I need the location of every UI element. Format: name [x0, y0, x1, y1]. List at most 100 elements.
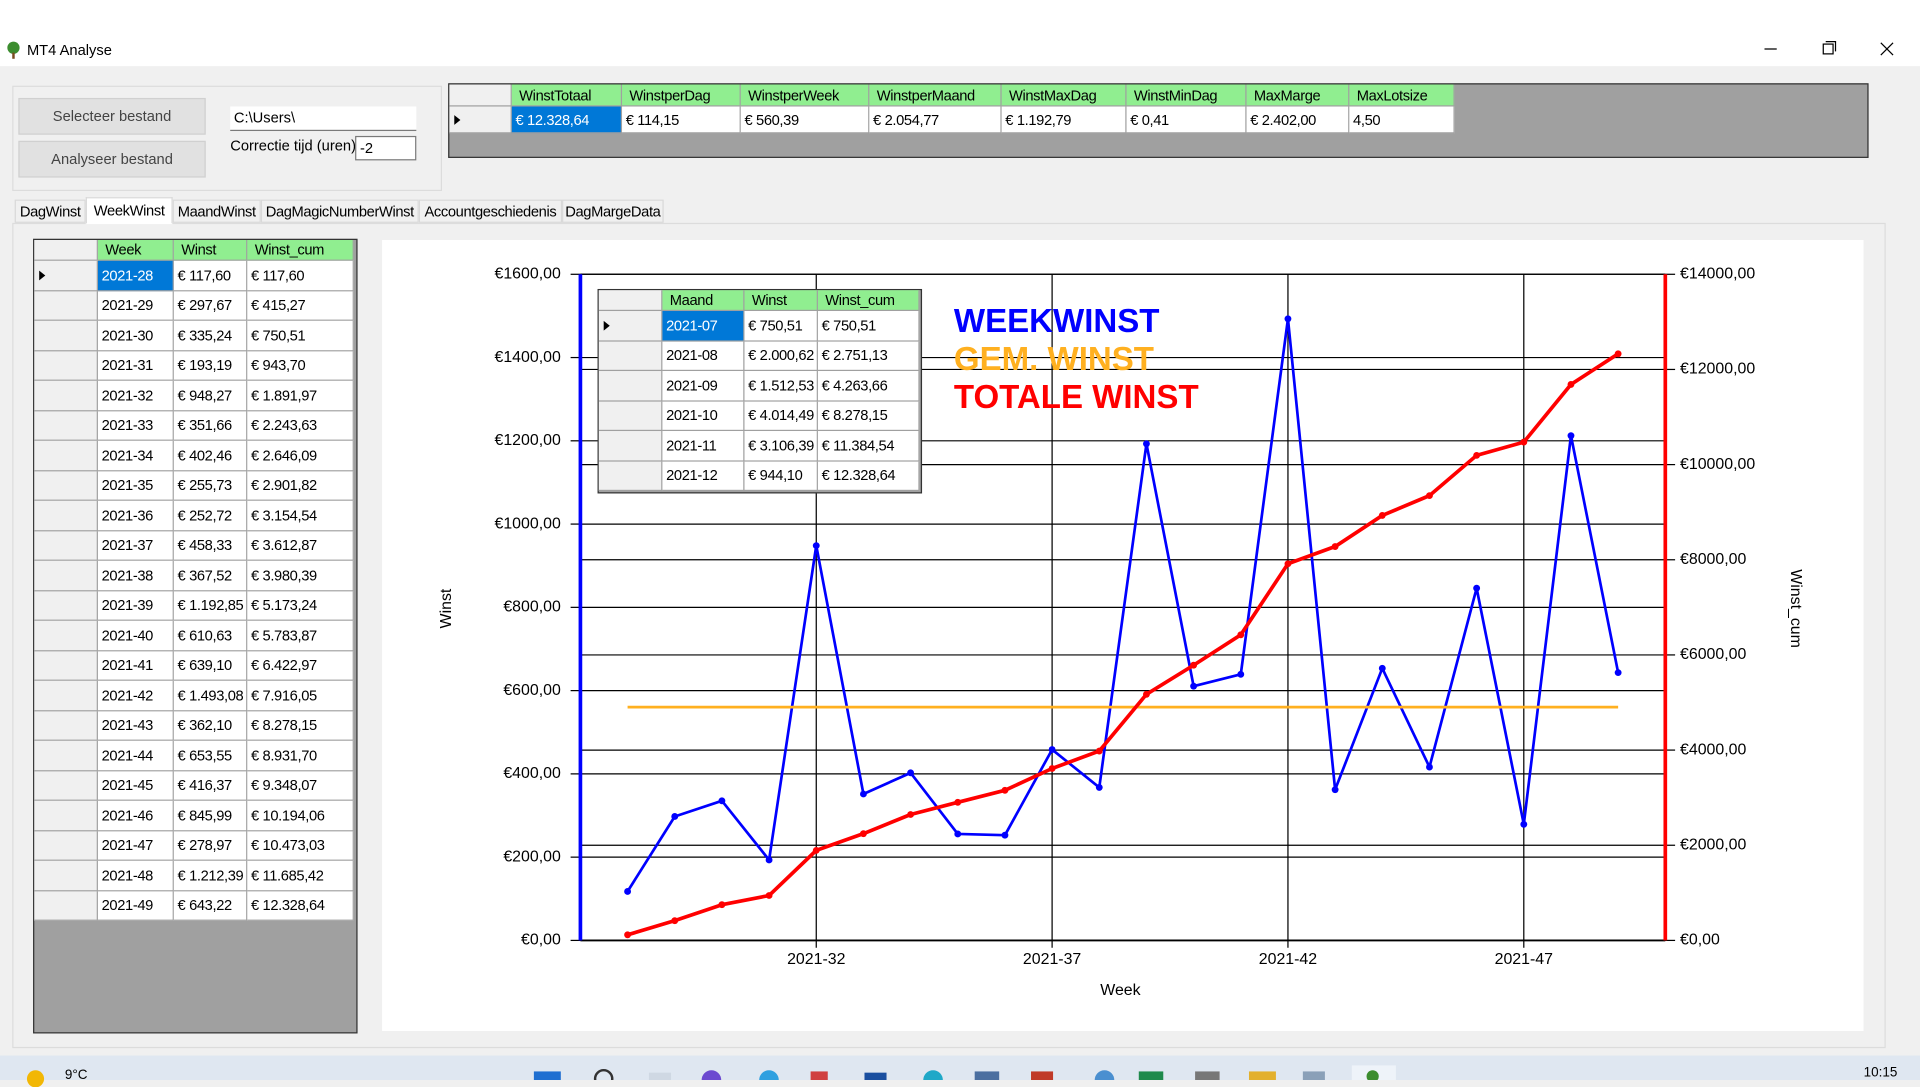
cell[interactable]: € 2.000,62: [744, 341, 818, 372]
analyse-button[interactable]: Analyseer bestand: [18, 140, 206, 178]
cell[interactable]: 2021-42: [97, 680, 174, 711]
cell[interactable]: € 117,60: [247, 260, 354, 291]
select-button[interactable]: Selecteer bestand: [18, 97, 206, 135]
cell[interactable]: 2021-10: [662, 401, 745, 432]
cell[interactable]: € 402,46: [173, 440, 248, 471]
cell[interactable]: € 610,63: [173, 620, 248, 651]
cell[interactable]: € 8.278,15: [817, 401, 920, 432]
cell[interactable]: 2021-40: [97, 620, 174, 651]
tab[interactable]: Accountgeschiedenis: [418, 199, 563, 223]
window-controls[interactable]: [1751, 37, 1904, 61]
cell[interactable]: € 639,10: [173, 650, 248, 681]
cell[interactable]: € 944,10: [744, 461, 818, 492]
path-input[interactable]: C:\Users\: [230, 106, 417, 132]
cell[interactable]: 4,50: [1349, 106, 1455, 134]
cell[interactable]: € 11.384,54: [817, 431, 920, 462]
cell[interactable]: € 1.493,08: [173, 680, 248, 711]
cell[interactable]: € 2.646,09: [247, 440, 354, 471]
cell[interactable]: 2021-36: [97, 500, 174, 531]
cell[interactable]: € 3.106,39: [744, 431, 818, 462]
cell[interactable]: 2021-11: [662, 431, 745, 462]
cell[interactable]: 2021-12: [662, 461, 745, 492]
cell[interactable]: € 2.751,13: [817, 341, 920, 372]
cell[interactable]: 2021-30: [97, 320, 174, 351]
cell[interactable]: 2021-29: [97, 290, 174, 321]
cell[interactable]: € 252,72: [173, 500, 248, 531]
tab[interactable]: DagMagicNumberWinst: [260, 199, 419, 223]
cell[interactable]: € 367,52: [173, 560, 248, 591]
tab[interactable]: WeekWinst: [85, 197, 173, 225]
cell[interactable]: € 653,55: [173, 740, 248, 771]
cell[interactable]: 2021-39: [97, 590, 174, 621]
cell[interactable]: € 416,37: [173, 770, 248, 801]
cell[interactable]: € 255,73: [173, 470, 248, 501]
cell[interactable]: € 2.054,77: [869, 106, 1002, 134]
cell[interactable]: € 3.154,54: [247, 500, 354, 531]
correction-input[interactable]: -2: [355, 135, 417, 161]
taskbar-icons[interactable]: [527, 1065, 1409, 1081]
cell[interactable]: € 750,51: [817, 311, 920, 342]
cell[interactable]: 2021-44: [97, 740, 174, 771]
cell[interactable]: € 351,66: [173, 410, 248, 441]
cell[interactable]: € 8.278,15: [247, 710, 354, 741]
cell[interactable]: € 0,41: [1126, 106, 1247, 134]
cell[interactable]: € 2.243,63: [247, 410, 354, 441]
cell[interactable]: € 943,70: [247, 350, 354, 381]
cell[interactable]: € 2.901,82: [247, 470, 354, 501]
cell[interactable]: € 750,51: [247, 320, 354, 351]
cell[interactable]: € 8.931,70: [247, 740, 354, 771]
cell[interactable]: € 4.263,66: [817, 371, 920, 402]
cell[interactable]: € 114,15: [622, 106, 741, 134]
cell[interactable]: 2021-43: [97, 710, 174, 741]
cell[interactable]: € 7.916,05: [247, 680, 354, 711]
cell[interactable]: € 297,67: [173, 290, 248, 321]
cell[interactable]: € 845,99: [173, 800, 248, 831]
tab[interactable]: DagMargeData: [562, 199, 664, 223]
cell[interactable]: 2021-32: [97, 380, 174, 411]
cell[interactable]: € 1.512,53: [744, 371, 818, 402]
cell[interactable]: € 10.194,06: [247, 800, 354, 831]
cell[interactable]: € 6.422,97: [247, 650, 354, 681]
cell[interactable]: € 362,10: [173, 710, 248, 741]
cell[interactable]: 2021-33: [97, 410, 174, 441]
cell[interactable]: € 1.192,79: [1001, 106, 1127, 134]
cell[interactable]: € 415,27: [247, 290, 354, 321]
cell[interactable]: € 4.014,49: [744, 401, 818, 432]
cell[interactable]: € 11.685,42: [247, 860, 354, 891]
cell[interactable]: € 10.473,03: [247, 830, 354, 861]
cell[interactable]: € 12.328,64: [247, 890, 354, 921]
cell[interactable]: € 948,27: [173, 380, 248, 411]
tab[interactable]: DagWinst: [14, 199, 86, 223]
cell[interactable]: € 1.891,97: [247, 380, 354, 411]
cell[interactable]: 2021-08: [662, 341, 745, 372]
cell[interactable]: € 5.173,24: [247, 590, 354, 621]
tab[interactable]: MaandWinst: [172, 199, 261, 223]
cell[interactable]: € 643,22: [173, 890, 248, 921]
cell[interactable]: € 2.402,00: [1246, 106, 1350, 134]
cell[interactable]: € 560,39: [740, 106, 870, 134]
cell[interactable]: € 117,60: [173, 260, 248, 291]
cell[interactable]: 2021-09: [662, 371, 745, 402]
cell[interactable]: 2021-48: [97, 860, 174, 891]
cell[interactable]: € 750,51: [744, 311, 818, 342]
cell[interactable]: 2021-31: [97, 350, 174, 381]
cell[interactable]: 2021-07: [662, 311, 745, 342]
cell[interactable]: 2021-46: [97, 800, 174, 831]
cell[interactable]: € 458,33: [173, 530, 248, 561]
cell[interactable]: € 335,24: [173, 320, 248, 351]
cell[interactable]: 2021-47: [97, 830, 174, 861]
cell[interactable]: 2021-37: [97, 530, 174, 561]
cell[interactable]: 2021-49: [97, 890, 174, 921]
cell[interactable]: € 9.348,07: [247, 770, 354, 801]
cell[interactable]: 2021-41: [97, 650, 174, 681]
cell[interactable]: 2021-45: [97, 770, 174, 801]
cell[interactable]: 2021-38: [97, 560, 174, 591]
cell[interactable]: € 12.328,64: [817, 461, 920, 492]
cell[interactable]: € 1.192,85: [173, 590, 248, 621]
cell[interactable]: € 193,19: [173, 350, 248, 381]
cell[interactable]: € 278,97: [173, 830, 248, 861]
cell[interactable]: € 3.612,87: [247, 530, 354, 561]
cell[interactable]: € 5.783,87: [247, 620, 354, 651]
cell[interactable]: 2021-28: [97, 260, 174, 291]
cell[interactable]: € 3.980,39: [247, 560, 354, 591]
